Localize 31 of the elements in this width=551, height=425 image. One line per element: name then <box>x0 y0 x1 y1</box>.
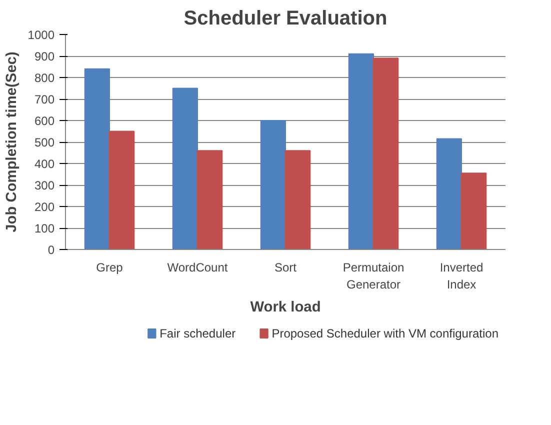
y-tick-label: 500 <box>34 136 55 150</box>
x-tick-label: Sort <box>274 260 298 274</box>
y-tick-label: 600 <box>34 114 55 128</box>
bar <box>285 150 311 250</box>
y-tick-label: 300 <box>34 178 55 192</box>
y-tick-label: 900 <box>34 50 55 64</box>
x-tick-label: Permutaion Generator <box>342 260 404 292</box>
bar <box>373 58 399 250</box>
y-tick-label: 400 <box>34 157 55 171</box>
x-axis-title: Work load <box>250 299 321 316</box>
y-tick-label: 200 <box>34 200 55 214</box>
bar <box>197 150 223 250</box>
bar <box>436 138 462 250</box>
y-tick-label: 100 <box>34 222 55 236</box>
x-tick-label: WordCount <box>167 260 228 274</box>
y-tick-label: 0 <box>48 243 55 257</box>
bar <box>260 120 286 250</box>
y-axis-title: Job Completion time(Sec) <box>4 51 20 232</box>
legend-label: Proposed Scheduler with VM configuration <box>272 326 499 340</box>
y-tick-label: 800 <box>34 71 55 85</box>
legend-label: Fair scheduler <box>160 326 236 340</box>
x-tick-label: Inverted Index <box>440 260 484 292</box>
y-tick-label: 700 <box>34 92 55 106</box>
bar <box>461 172 487 250</box>
chart-title: Scheduler Evaluation <box>184 8 388 30</box>
bar <box>172 88 198 250</box>
bar <box>84 68 110 250</box>
x-tick-label: Grep <box>96 260 124 274</box>
bar <box>348 53 374 250</box>
y-tick-label: 1000 <box>28 28 55 42</box>
bar <box>109 130 135 250</box>
